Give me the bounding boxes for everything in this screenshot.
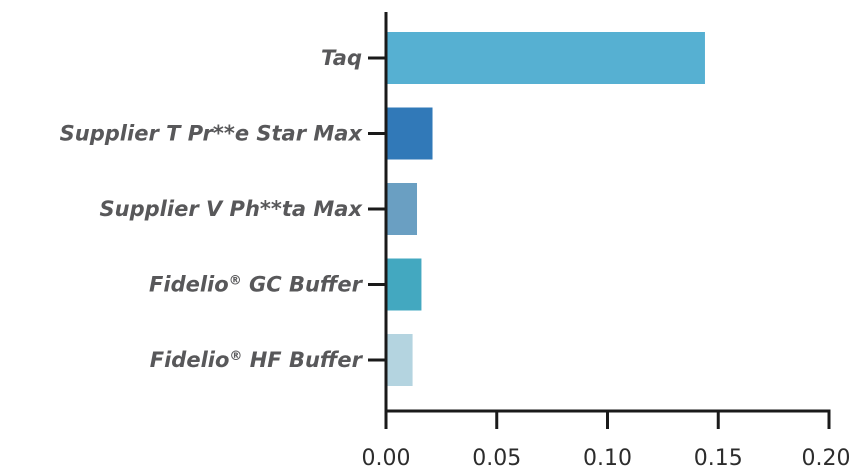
category-label-3: Supplier V Ph**ta Max xyxy=(100,197,364,221)
x-axis-tick-labels: 0.00 0.05 0.10 0.15 0.20 xyxy=(362,446,851,471)
bar-3 xyxy=(386,183,418,235)
x-tick-label-3: 0.10 xyxy=(583,446,632,471)
bar-5 xyxy=(386,334,413,386)
x-tick-label-4: 0.15 xyxy=(694,446,743,471)
x-axis-ticks xyxy=(384,411,831,429)
y-axis-ticks xyxy=(368,56,386,362)
bar-4 xyxy=(386,258,422,311)
x-tick-label-2: 0.05 xyxy=(472,446,521,471)
x-tick-label-5: 0.20 xyxy=(802,446,851,471)
category-label-2: Supplier T Pr**e Star Max xyxy=(60,122,364,146)
bar-2 xyxy=(386,107,433,160)
category-labels: Taq Supplier T Pr**e Star Max Supplier V P… xyxy=(60,46,364,372)
x-tick-label-1: 0.00 xyxy=(362,446,411,471)
category-label-4: Fidelio® GC Buffer xyxy=(149,273,364,297)
category-label-1: Taq xyxy=(321,46,362,70)
bar-1 xyxy=(386,32,705,84)
bars-group xyxy=(386,32,705,386)
category-label-5: Fidelio® HF Buffer xyxy=(150,348,364,372)
